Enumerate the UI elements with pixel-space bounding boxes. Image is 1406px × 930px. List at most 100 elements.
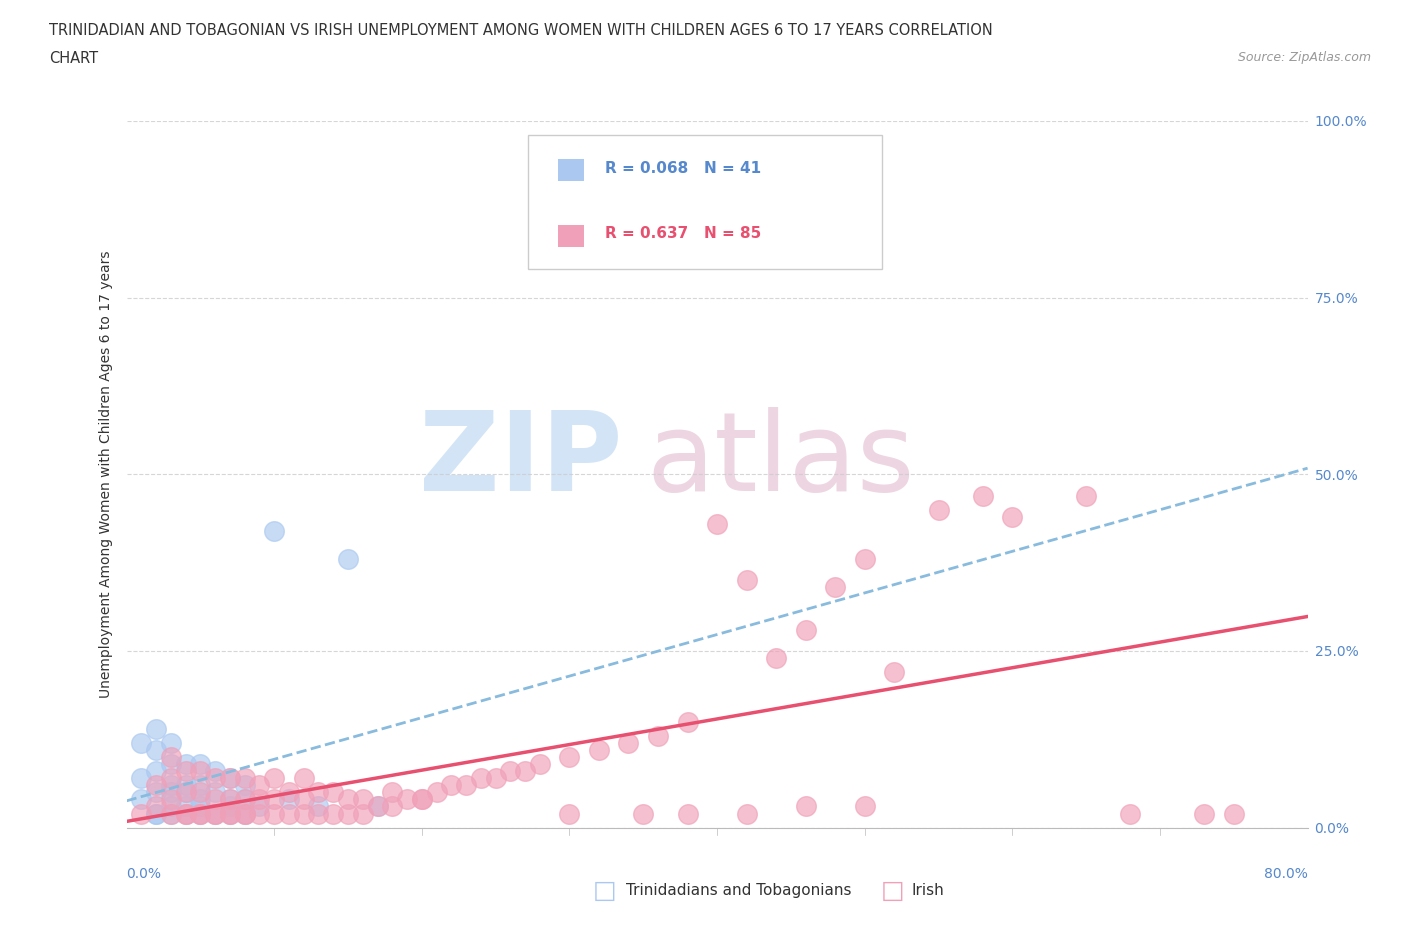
Point (233, 792, 256, 807)
Point (307, 799, 329, 814)
Point (233, 806, 256, 821)
Point (1119, 806, 1142, 821)
Point (292, 792, 315, 807)
Point (1001, 510, 1024, 525)
Text: □: □ (882, 879, 904, 903)
Point (188, 806, 211, 821)
Point (928, 502, 950, 517)
Point (515, 764, 537, 778)
Text: 0.0%: 0.0% (127, 867, 162, 881)
Point (883, 665, 905, 680)
Point (174, 806, 197, 821)
Point (129, 771, 153, 786)
Point (145, 722, 167, 737)
Point (219, 799, 242, 814)
Y-axis label: Unemployment Among Women with Children Ages 6 to 17 years: Unemployment Among Women with Children A… (98, 250, 112, 698)
Point (706, 516, 728, 531)
Point (159, 771, 183, 786)
Point (204, 806, 226, 821)
Point (145, 777, 167, 792)
Point (204, 771, 226, 786)
Point (233, 771, 256, 786)
Point (853, 799, 876, 814)
Point (794, 799, 817, 814)
Point (794, 622, 817, 637)
Point (188, 806, 211, 821)
Point (174, 806, 197, 821)
Point (396, 792, 419, 807)
Text: ZIP: ZIP (419, 406, 623, 513)
Point (247, 792, 270, 807)
Point (972, 488, 994, 503)
Point (129, 736, 153, 751)
Point (470, 771, 492, 786)
Point (159, 785, 183, 800)
Point (174, 757, 197, 772)
Point (499, 764, 522, 778)
Point (278, 792, 301, 807)
Point (188, 792, 211, 807)
Text: TRINIDADIAN AND TOBAGONIAN VS IRISH UNEMPLOYMENT AMONG WOMEN WITH CHILDREN AGES : TRINIDADIAN AND TOBAGONIAN VS IRISH UNEM… (49, 23, 993, 38)
Point (188, 764, 211, 778)
Point (366, 799, 388, 814)
Point (278, 806, 301, 821)
Point (219, 792, 242, 807)
Text: R = 0.068   N = 41: R = 0.068 N = 41 (605, 162, 761, 177)
Point (1192, 806, 1215, 821)
Point (159, 806, 183, 821)
Point (145, 785, 167, 800)
Point (631, 806, 654, 821)
Point (292, 806, 315, 821)
Point (263, 792, 285, 807)
Text: □: □ (593, 879, 616, 903)
Text: atlas: atlas (647, 406, 915, 513)
Point (765, 651, 787, 666)
Point (735, 806, 758, 821)
Text: Source: ZipAtlas.com: Source: ZipAtlas.com (1237, 51, 1371, 64)
Point (247, 777, 270, 792)
Point (337, 792, 360, 807)
Point (145, 806, 167, 821)
Point (824, 580, 846, 595)
Point (278, 785, 301, 800)
Point (188, 777, 211, 792)
Point (425, 785, 447, 800)
Point (145, 806, 167, 821)
Point (159, 757, 183, 772)
Point (204, 764, 226, 778)
Point (676, 806, 699, 821)
Point (1076, 488, 1098, 503)
Point (219, 806, 242, 821)
Point (159, 736, 183, 751)
Point (381, 799, 404, 814)
Point (366, 799, 388, 814)
Point (188, 806, 211, 821)
Point (381, 785, 404, 800)
Point (558, 806, 581, 821)
Point (233, 806, 256, 821)
Point (322, 785, 344, 800)
Point (411, 792, 433, 807)
Point (352, 806, 374, 821)
Point (647, 728, 669, 743)
Point (263, 771, 285, 786)
Text: 80.0%: 80.0% (1264, 867, 1308, 881)
Point (307, 785, 329, 800)
Point (219, 771, 242, 786)
Point (174, 764, 197, 778)
Point (735, 573, 758, 588)
Point (188, 785, 211, 800)
Point (263, 806, 285, 821)
FancyBboxPatch shape (529, 135, 883, 270)
Text: Trinidadians and Tobagonians: Trinidadians and Tobagonians (626, 884, 851, 898)
Point (233, 777, 256, 792)
Point (233, 806, 256, 821)
Point (174, 777, 197, 792)
Point (853, 551, 876, 566)
Point (263, 524, 285, 538)
Point (292, 771, 315, 786)
Point (337, 551, 360, 566)
Point (174, 785, 197, 800)
Point (145, 764, 167, 778)
FancyBboxPatch shape (558, 225, 583, 246)
